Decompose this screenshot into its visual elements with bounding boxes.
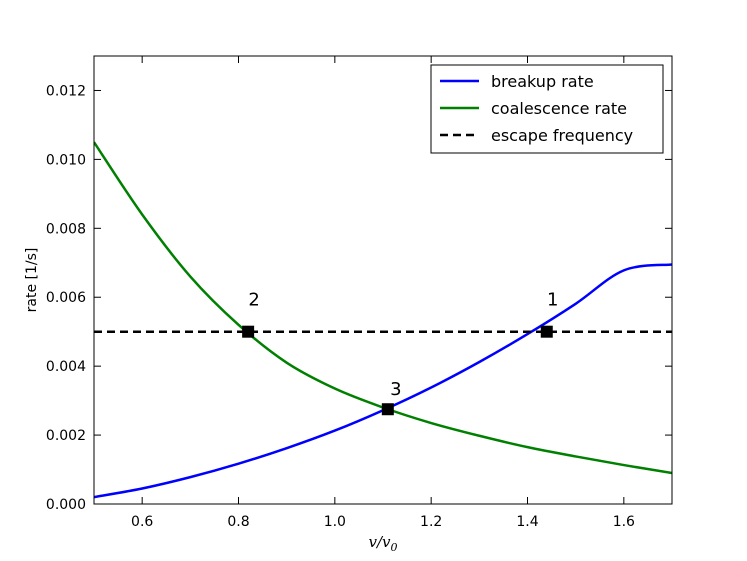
y-tick-label: 0.004: [46, 359, 86, 375]
x-tick-label: 1.0: [324, 514, 346, 530]
y-axis-label: rate [1/s]: [24, 248, 40, 313]
marker-point-1: [540, 325, 553, 338]
marker-point-2: [242, 325, 255, 338]
legend-label-breakup-rate: breakup rate: [491, 72, 594, 91]
x-tick-label: 1.6: [613, 514, 635, 530]
x-tick-label: 1.2: [420, 514, 442, 530]
legend-label-coalescence-rate: coalescence rate: [491, 99, 627, 118]
y-tick-label: 0.012: [46, 83, 86, 99]
x-axis-label-subscript: 0: [391, 541, 398, 554]
y-tick-label: 0.006: [46, 290, 86, 306]
marker-layer: 1 2 3: [242, 290, 558, 416]
marker-label-2: 2: [248, 290, 259, 311]
y-tick-label: 0.000: [46, 497, 86, 513]
x-axis-label-main: v/v: [368, 533, 391, 551]
series-line-coalescence-rate: [94, 141, 672, 475]
plot-frame: [93, 55, 673, 505]
marker-point-3: [381, 403, 394, 416]
legend-items: breakup rate coalescence rate escape frequ…: [440, 72, 633, 145]
y-tick-label: 0.010: [46, 152, 86, 168]
y-tick-label: 0.008: [46, 221, 86, 237]
y-tick-label: 0.002: [46, 428, 86, 444]
x-tick-label: 1.4: [516, 514, 538, 530]
x-ticks: 0.6 0.8 1.0 1.2 1.4 1.6: [131, 56, 635, 530]
y-ticks: 0.000 0.002 0.004 0.006 0.008 0.010 0.012: [46, 83, 672, 513]
legend: breakup rate coalescence rate escape frequ…: [430, 64, 664, 154]
marker-label-3: 3: [390, 379, 401, 400]
x-tick-label: 0.6: [131, 514, 153, 530]
x-tick-label: 0.8: [227, 514, 249, 530]
legend-label-escape-frequency: escape frequency: [491, 126, 633, 145]
x-axis-label: v/v0: [368, 533, 397, 554]
marker-label-1: 1: [547, 290, 558, 311]
